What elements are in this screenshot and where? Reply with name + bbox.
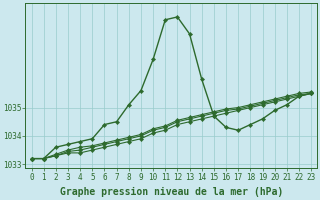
X-axis label: Graphe pression niveau de la mer (hPa): Graphe pression niveau de la mer (hPa) <box>60 187 283 197</box>
